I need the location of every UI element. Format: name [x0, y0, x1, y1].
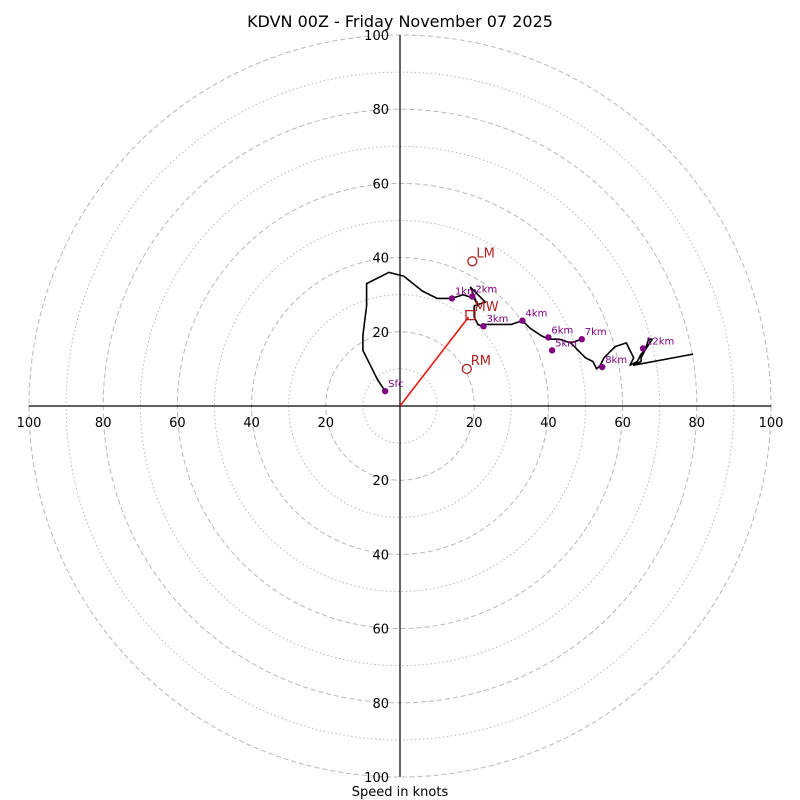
y-tick-label: 100 — [364, 29, 389, 44]
x-tick-label: 40 — [540, 416, 557, 431]
storm-motion-marker — [465, 309, 476, 321]
y-tick-label: 40 — [372, 252, 389, 267]
storm-motion-markers: LM MW RM — [461, 246, 499, 375]
x-tick-label: 80 — [95, 416, 112, 431]
height-marker-label: 1km — [455, 286, 477, 297]
height-marker-dot — [639, 345, 647, 352]
mean-wind-vector — [399, 316, 470, 407]
height-marker-dot — [480, 323, 487, 330]
x-tick-label: 40 — [243, 416, 260, 431]
storm-motion-marker — [461, 363, 472, 375]
tick-labels: 100 80 60 40 20 20 40 60 80 100 100 80 60 40 20 20 40 60 8… — [17, 29, 784, 786]
height-marker-label: 12km — [646, 336, 674, 347]
height-marker-dot — [578, 336, 585, 343]
height-marker-dot — [545, 334, 552, 341]
hodograph-line — [362, 271, 694, 392]
x-axis-label: Speed in knots — [352, 785, 449, 800]
height-marker-label: 6km — [551, 325, 573, 336]
y-tick-label: 80 — [372, 103, 389, 118]
height-marker-label: 8km — [605, 355, 627, 366]
chart-title: KDVN 00Z - Friday November 07 2025 — [247, 12, 553, 31]
height-marker-dot — [548, 347, 556, 354]
x-tick-label: 60 — [169, 416, 186, 431]
hodograph-trace — [362, 271, 694, 392]
mean-wind-vector-group — [399, 316, 470, 407]
height-marker-dot — [469, 293, 476, 300]
height-marker-dot — [519, 317, 526, 324]
y-tick-label: 60 — [372, 623, 389, 638]
x-tick-label: 20 — [466, 416, 483, 431]
storm-motion-label: LM — [476, 246, 494, 261]
x-tick-label: 80 — [689, 416, 706, 431]
storm-motion-marker — [467, 256, 478, 267]
y-tick-label: 80 — [372, 697, 389, 712]
height-marker-label: 3km — [486, 314, 508, 325]
x-tick-label: 20 — [318, 416, 335, 431]
height-marker-label: 2km — [475, 285, 497, 296]
height-marker-label: 5km — [555, 338, 577, 349]
height-marker-dot — [381, 387, 389, 395]
height-marker-label: 7km — [585, 327, 607, 338]
y-tick-label: 40 — [372, 548, 389, 563]
height-marker-label: 4km — [525, 309, 547, 320]
height-marker-dot — [448, 295, 456, 302]
y-tick-label: 60 — [372, 177, 389, 192]
storm-motion-label: RM — [471, 354, 491, 369]
x-tick-label: 60 — [614, 416, 631, 431]
height-marker-dot — [598, 363, 606, 371]
y-tick-label: 20 — [372, 474, 389, 489]
height-marker-label: Sfc — [388, 379, 403, 390]
y-tick-label: 100 — [364, 771, 389, 786]
x-tick-label: 100 — [17, 416, 42, 431]
y-tick-label: 20 — [372, 326, 389, 341]
storm-motion-label: MW — [474, 300, 498, 315]
x-tick-label: 100 — [759, 416, 784, 431]
